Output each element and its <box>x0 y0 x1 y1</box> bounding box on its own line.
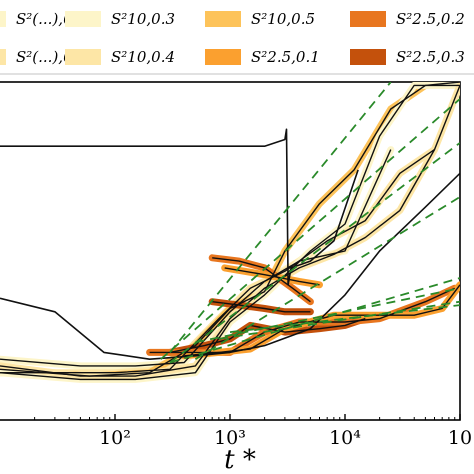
fit-line-4 <box>169 277 460 364</box>
series-line-10 <box>212 301 311 313</box>
legend-swatch-1 <box>65 11 101 27</box>
fit-line-0 <box>169 82 392 353</box>
fit-line-6 <box>218 300 460 340</box>
legend-swatch-5 <box>65 49 101 65</box>
series-halo-6 <box>0 82 460 380</box>
legend-swatch-0 <box>0 11 6 27</box>
x-axis-title: t * <box>224 445 256 474</box>
x-tick-label-0: 10² <box>99 427 131 449</box>
legend-label-3: S²2.5,0.2 <box>396 10 465 28</box>
x-tick-label-1: 10³ <box>214 427 246 449</box>
legend-label-5: S²10,0.4 <box>111 48 175 66</box>
fit-line-7 <box>229 304 460 333</box>
plot-frame <box>0 81 461 421</box>
fit-line-2 <box>169 142 460 364</box>
legend-swatch-3 <box>350 11 386 27</box>
x-axis-ticks: 10² 10³ 10⁴ 10 <box>34 414 472 449</box>
x-tick-label-2: 10⁴ <box>329 427 361 449</box>
x-tick-label-3: 10 <box>448 427 472 449</box>
legend-swatch-6 <box>205 49 241 65</box>
series-line-3 <box>0 149 435 374</box>
series-line-6 <box>0 85 460 377</box>
fit-line-3 <box>194 196 460 360</box>
legend-swatch-4 <box>0 49 6 65</box>
fit-line-1 <box>160 98 460 360</box>
fit-line-5 <box>195 287 460 344</box>
legend: S²(...),0.1 S²10,0.3 S²10,0.5 S²2.5,0.2S²(.… <box>0 0 474 75</box>
plot-area <box>0 81 461 421</box>
series-line-7 <box>169 317 366 354</box>
legend-swatch-7 <box>350 49 386 65</box>
series-line-5 <box>0 84 460 381</box>
series-line-4 <box>0 82 460 377</box>
legend-swatch-2 <box>205 11 241 27</box>
legend-label-7: S²2.5,0.3 <box>396 48 465 66</box>
legend-label-1: S²10,0.3 <box>111 10 175 28</box>
legend-label-6: S²2.5,0.1 <box>251 48 320 66</box>
series-line-2 <box>0 149 392 367</box>
legend-label-2: S²10,0.5 <box>251 10 315 28</box>
series-group <box>0 82 460 383</box>
